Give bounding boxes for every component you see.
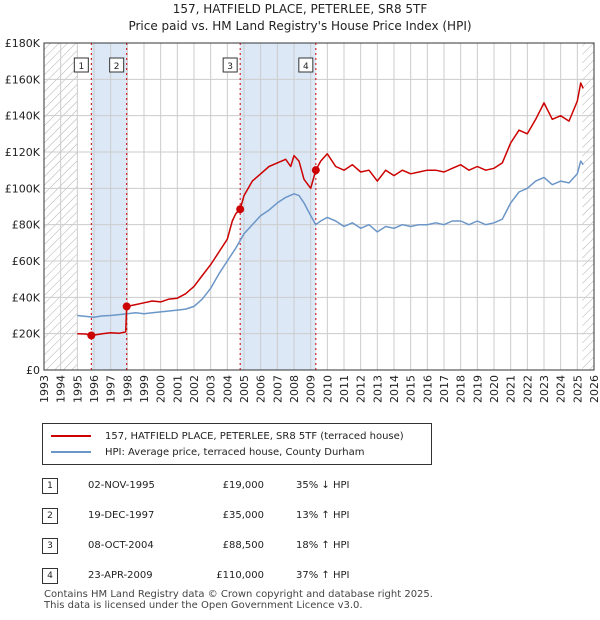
x-tick-label: 2023 (538, 375, 551, 403)
x-tick-label: 2010 (321, 375, 334, 403)
x-tick-label: 2012 (355, 375, 368, 403)
x-tick-label: 2025 (571, 375, 584, 403)
y-tick-label: £20K (12, 328, 41, 341)
sale-row: 4 23-APR-2009 £110,000 37% ↑ HPI (0, 568, 600, 588)
x-tick-label: 2003 (205, 375, 218, 403)
x-tick-label: 2019 (471, 375, 484, 403)
sale-label-number: 3 (227, 62, 233, 72)
sale-hpi-change: 35% ↓ HPI (296, 480, 350, 491)
legend-label-property: 157, HATFIELD PLACE, PETERLEE, SR8 5TF (… (105, 430, 404, 442)
x-tick-label: 2022 (521, 375, 534, 403)
x-tick-label: 2024 (555, 375, 568, 403)
sale-label-number: 4 (303, 62, 309, 72)
sale-date: 19-DEC-1997 (88, 510, 155, 521)
x-tick-label: 2014 (388, 375, 401, 403)
chart-legend: 157, HATFIELD PLACE, PETERLEE, SR8 5TF (… (42, 423, 432, 465)
y-tick-label: £120K (5, 146, 41, 159)
price-chart: 1 2 3 4 £0 £20K £40K £60K £80K £100K £120K £140K £1… (5, 37, 600, 403)
legend-entry-property: 157, HATFIELD PLACE, PETERLEE, SR8 5TF (… (51, 429, 404, 443)
footer-licence: This data is licensed under the Open Gov… (44, 600, 363, 611)
sale-date: 08-OCT-2004 (88, 540, 154, 551)
sale-point (87, 331, 96, 340)
sale-hpi-change: 13% ↑ HPI (296, 510, 350, 521)
sale-number-badge: 2 (42, 508, 58, 524)
x-tick-label: 1996 (88, 375, 101, 403)
sale-point (122, 302, 131, 311)
sale-point (311, 166, 320, 175)
legend-swatch-property (51, 435, 91, 437)
x-tick-label: 2020 (488, 375, 501, 403)
hpi-line (77, 160, 584, 319)
footer-attribution: Contains HM Land Registry data © Crown c… (44, 589, 433, 611)
x-tick-label: 1999 (138, 375, 151, 403)
plot-border (43, 42, 595, 371)
sale-row: 3 08-OCT-2004 £88,500 18% ↑ HPI (0, 538, 600, 558)
ownership-period-shade (240, 43, 316, 370)
sale-label-number: 1 (78, 62, 84, 72)
x-tick-label: 1998 (121, 375, 134, 403)
sale-label-number: 2 (114, 62, 120, 72)
y-tick-label: £160K (5, 73, 41, 86)
sale-label-box (222, 57, 238, 73)
x-tick-label: 1997 (105, 375, 118, 403)
sale-point (236, 205, 245, 214)
plot-area (44, 43, 594, 370)
x-tick-label: 2009 (305, 375, 318, 403)
sale-label-box (109, 57, 125, 73)
x-tick-label: 2013 (371, 375, 384, 403)
sale-hpi-change: 18% ↑ HPI (296, 540, 350, 551)
sale-date: 23-APR-2009 (88, 570, 153, 581)
sale-price: £35,000 (222, 510, 264, 521)
x-tick-label: 2015 (405, 375, 418, 403)
x-tick-label: 2004 (221, 375, 234, 403)
sale-price: £110,000 (216, 570, 264, 581)
ownership-period-shade (91, 43, 127, 370)
legend-entry-hpi: HPI: Average price, terraced house, Coun… (51, 445, 364, 459)
y-tick-label: £0 (26, 364, 40, 377)
legend-swatch-hpi (51, 451, 91, 453)
x-tick-label: 2016 (421, 375, 434, 403)
sale-row: 1 02-NOV-1995 £19,000 35% ↓ HPI (0, 478, 600, 498)
sale-number-badge: 1 (42, 478, 58, 494)
sale-date: 02-NOV-1995 (88, 480, 155, 491)
sale-price: £19,000 (222, 480, 264, 491)
sale-label-box (298, 57, 314, 73)
legend-label-hpi: HPI: Average price, terraced house, Coun… (105, 446, 365, 458)
x-tick-label: 2017 (438, 375, 451, 403)
x-tick-label: 2026 (588, 375, 600, 403)
hatched-region (582, 43, 594, 370)
x-tick-label: 2018 (455, 375, 468, 403)
x-tick-label: 1994 (55, 375, 68, 403)
footer-copyright: Contains HM Land Registry data © Crown c… (44, 589, 433, 600)
x-tick-label: 2005 (238, 375, 251, 403)
sale-number-badge: 4 (42, 568, 58, 584)
x-tick-label: 1993 (38, 375, 51, 403)
chart-title-address: 157, HATFIELD PLACE, PETERLEE, SR8 5TF (172, 2, 428, 16)
sale-hpi-change: 37% ↑ HPI (296, 570, 350, 581)
x-tick-label: 2002 (188, 375, 201, 403)
x-tick-label: 2021 (505, 375, 518, 403)
y-tick-label: £100K (5, 182, 41, 195)
sale-row: 2 19-DEC-1997 £35,000 13% ↑ HPI (0, 508, 600, 528)
x-tick-label: 2001 (171, 375, 184, 403)
x-tick-label: 2008 (288, 375, 301, 403)
y-tick-label: £40K (12, 291, 41, 304)
sale-label-box (73, 57, 89, 73)
sale-number-badge: 3 (42, 538, 58, 554)
chart-title-subtitle: Price paid vs. HM Land Registry's House … (128, 19, 472, 33)
x-tick-label: 2000 (155, 375, 168, 403)
y-tick-label: £80K (12, 219, 41, 232)
x-tick-label: 1995 (71, 375, 84, 403)
x-tick-label: 2006 (255, 375, 268, 403)
y-tick-label: £180K (5, 37, 41, 50)
y-tick-label: £60K (12, 255, 41, 268)
x-tick-label: 2007 (271, 375, 284, 403)
x-tick-label: 2011 (338, 375, 351, 403)
y-tick-label: £140K (5, 110, 41, 123)
sale-price: £88,500 (222, 540, 264, 551)
